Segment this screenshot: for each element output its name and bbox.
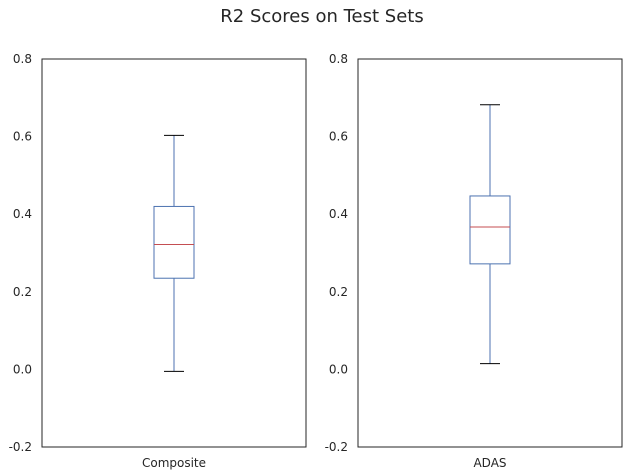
y-tick-label: 0.8 [13, 52, 32, 66]
iqr-box [469, 195, 511, 265]
y-tick-label: 0.8 [329, 52, 348, 66]
y-tick-label: -0.2 [9, 440, 32, 454]
y-tick-label: 0.2 [13, 285, 32, 299]
y-tick-label: -0.2 [325, 440, 348, 454]
chart-title: R2 Scores on Test Sets [220, 6, 423, 27]
y-tick-label: 0.0 [13, 362, 32, 376]
y-tick-label: 0.6 [13, 130, 32, 144]
adas-panel: -0.2 0.0 0.2 0.4 0.6 0.8 ADAS [325, 52, 623, 470]
composite-panel: -0.2 0.0 0.2 0.4 0.6 0.8 Composite [9, 52, 307, 470]
x-tick-label: ADAS [473, 456, 506, 470]
y-tick-label: 0.2 [329, 285, 348, 299]
axes-frame [357, 58, 623, 448]
y-tick-label: 0.4 [13, 207, 32, 221]
y-tick-label: 0.4 [329, 207, 348, 221]
y-tick-label: 0.6 [329, 130, 348, 144]
iqr-box [153, 205, 195, 279]
axes-frame [41, 58, 307, 448]
y-tick-label: 0.0 [329, 362, 348, 376]
x-tick-label: Composite [142, 456, 206, 470]
